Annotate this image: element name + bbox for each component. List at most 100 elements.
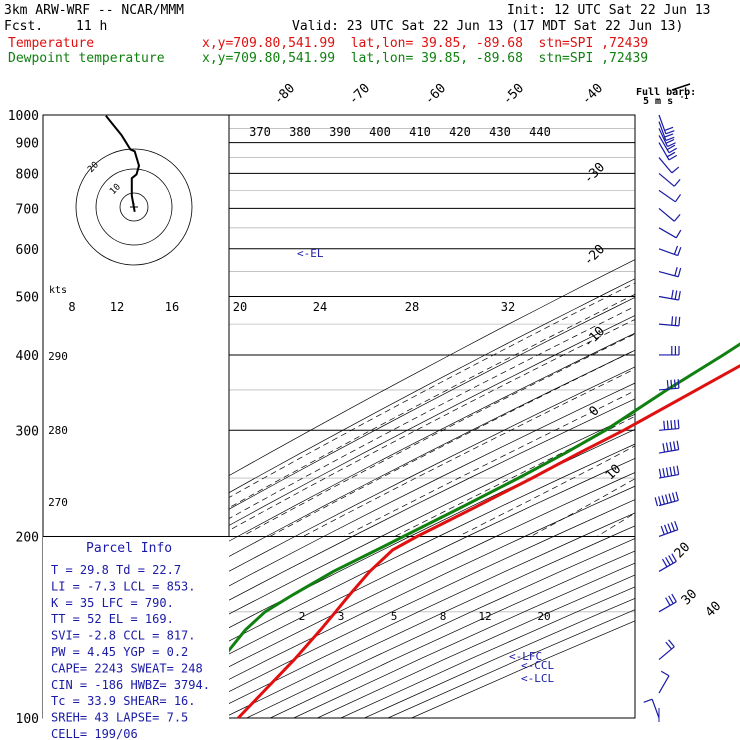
dry-adiabat	[317, 574, 635, 718]
dry-adiabat	[43, 382, 635, 688]
wind-barb-flag	[643, 698, 653, 703]
temperature-label: -20	[581, 242, 608, 269]
mixing-ratio-label-lower: 8	[440, 610, 447, 623]
dry-adiabat	[293, 562, 635, 718]
wind-barb-shaft	[658, 207, 675, 222]
dry-adiabat	[81, 443, 635, 718]
dry-adiabat	[152, 485, 635, 718]
parcel-info-box	[43, 537, 229, 723]
theta-e-label: 280	[48, 424, 68, 437]
wind-barb-flag	[665, 138, 675, 144]
wind-barb-shaft	[658, 121, 667, 141]
wind-barb-flag	[666, 144, 676, 151]
dry-adiabat	[364, 598, 635, 718]
wind-barb-shaft	[658, 227, 677, 239]
init-time: Init: 12 UTC Sat 22 Jun 13	[507, 3, 711, 18]
lcl-marker: <-LCL	[521, 672, 554, 685]
temperature-label: -70	[346, 81, 373, 108]
moist-adiabat	[394, 415, 635, 537]
dry-adiabat	[270, 550, 635, 718]
lfc-marker: <-LFC	[509, 650, 542, 663]
wind-barb-shaft	[658, 499, 679, 507]
wind-barb-flag	[673, 245, 679, 255]
wind-barb-shaft	[658, 473, 679, 479]
theta-label: 400	[369, 125, 391, 139]
parcel-info-title: Parcel Info	[86, 541, 172, 556]
theta-label: 440	[529, 125, 551, 139]
wind-barb-flag	[675, 491, 679, 501]
pressure-label: 700	[16, 202, 39, 217]
wind-barb-flag	[668, 493, 672, 503]
wind-barb-flag	[671, 492, 676, 502]
wind-barb-flag	[665, 442, 669, 452]
mixing-ratio-label: 20	[233, 300, 247, 314]
pressure-label: 600	[16, 243, 39, 258]
dry-adiabat	[43, 278, 635, 600]
wind-barb-flag	[674, 316, 677, 326]
wind-barb-flag	[671, 289, 674, 299]
wind-barb-flag	[676, 440, 680, 450]
mixing-ratio-label: 24	[313, 300, 327, 314]
wind-barb-flag	[665, 597, 671, 606]
moist-adiabat	[269, 349, 635, 537]
wind-barb-flag	[658, 468, 662, 478]
dewpoint-line	[168, 342, 740, 720]
hodograph-ring	[95, 168, 173, 246]
wind-barb-flag	[677, 267, 682, 277]
wind-barb-shaft	[658, 157, 673, 174]
parcel-info-row: SREH= 43 LAPSE= 7.5	[51, 711, 188, 725]
moist-adiabat	[160, 282, 635, 537]
wind-barb-flag	[666, 420, 669, 430]
full-barb-legend: Full barb: 5 m s -1	[636, 83, 696, 107]
wind-barb-flag	[668, 147, 678, 154]
pressure-label: 300	[16, 424, 39, 439]
wind-barb-flag	[669, 466, 673, 476]
dry-adiabat	[43, 413, 635, 714]
wind-barb-flag	[671, 316, 674, 326]
dry-adiabat	[43, 366, 635, 674]
wind-barb-flag	[673, 213, 681, 222]
moist-adiabat	[649, 115, 740, 537]
parcel-info-row: T = 29.8 Td = 22.7	[51, 563, 181, 577]
moist-adiabat	[302, 368, 635, 537]
parcel-info-panel: Parcel Info T = 29.8 Td = 22.7 LI = -7.3 …	[43, 537, 229, 740]
theta-label: 380	[289, 125, 311, 139]
wind-barb-shaft	[658, 601, 677, 613]
wind-barb-flag	[678, 316, 681, 326]
wind-barb-flag	[674, 290, 678, 300]
hodograph-ring	[119, 192, 149, 222]
temperature-label: 40	[703, 599, 725, 621]
mixing-ratio-label-lower: 2	[299, 610, 306, 623]
el-marker: <-EL	[297, 247, 324, 260]
full-barb-legend-line2: 5 m s	[643, 96, 673, 107]
pressure-label: 500	[16, 291, 39, 306]
temperature-label: -30	[581, 160, 608, 187]
temperature-label: -50	[500, 81, 527, 108]
wind-barb-flag	[660, 670, 670, 677]
wind-barb-flag	[663, 420, 666, 430]
wind-barb-flag	[668, 595, 674, 604]
pressure-label: 400	[16, 349, 39, 364]
theta-label: 420	[449, 125, 471, 139]
hodograph-ring	[75, 148, 193, 266]
dry-adiabat	[43, 349, 635, 660]
wind-barb-shaft	[658, 135, 670, 154]
wind-barb-flag	[672, 466, 676, 476]
temperature-label: -10	[581, 324, 608, 351]
wind-barb-flag	[665, 641, 673, 650]
temperature-label: -60	[422, 81, 449, 108]
wind-barb-flag	[670, 522, 675, 532]
dry-adiabat	[43, 398, 635, 701]
forecast-label: Fcst.	[4, 19, 44, 34]
wind-barb-flag	[676, 465, 680, 475]
wind-barb-flag	[668, 154, 678, 161]
wind-barb-flag	[674, 520, 679, 530]
wind-barb-shaft	[658, 128, 668, 147]
wind-barb-flag	[667, 523, 672, 533]
temperature-legend: Temperature	[8, 36, 95, 51]
full-barb-legend-sup: -1	[680, 93, 688, 101]
dewpoint-location: x,y=709.80,541.99 lat,lon= 39.85, -89.68…	[202, 51, 649, 66]
dry-adiabat	[43, 297, 635, 616]
wind-barb-flag	[660, 525, 665, 535]
wind-barb-flag	[668, 639, 675, 648]
